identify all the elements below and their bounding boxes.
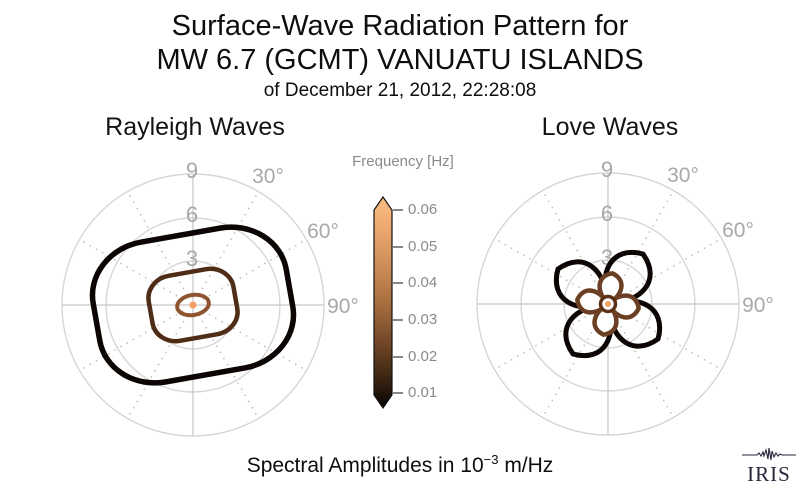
colorbar <box>373 196 403 410</box>
rayleigh-contour-001hz <box>89 224 297 386</box>
rayleigh-atick-60: 60° <box>307 220 339 243</box>
colorbar-tick-004: 0.04 <box>408 274 438 291</box>
caption-suffix: m/Hz <box>498 454 554 477</box>
rayleigh-panel-title: Rayleigh Waves <box>105 113 285 141</box>
colorbar-tick-006: 0.06 <box>408 201 438 218</box>
rayleigh-rtick-9: 9 <box>186 158 198 183</box>
love-rtick-6: 6 <box>601 201 613 226</box>
colorbar-tick-marks <box>393 209 403 394</box>
love-panel-title: Love Waves <box>541 113 679 141</box>
rayleigh-grid-spokes <box>78 190 308 420</box>
rayleigh-contours <box>89 224 297 386</box>
caption-exponent: −3 <box>483 452 499 467</box>
rayleigh-rtick-3: 3 <box>186 246 198 271</box>
colorbar-title: Frequency [Hz] <box>352 153 454 170</box>
seismogram-icon <box>742 447 796 461</box>
love-grid-spokes <box>493 189 723 419</box>
iris-logo-text: IRIS <box>747 462 791 486</box>
figure-title-line2: MW 6.7 (GCMT) VANUATU ISLANDS <box>156 44 644 76</box>
love-rtick-9: 9 <box>601 157 613 182</box>
rayleigh-polar-plot: 9 6 3 30° 60° 90° <box>61 158 359 437</box>
love-atick-30: 30° <box>667 164 699 187</box>
rayleigh-atick-30: 30° <box>252 165 284 188</box>
colorbar-tick-001: 0.01 <box>408 384 438 401</box>
love-contour-006hz-dot <box>605 301 611 307</box>
caption-base: 10 <box>460 454 484 477</box>
figure-title-line1: Surface-Wave Radiation Pattern for <box>171 10 629 42</box>
love-atick-60: 60° <box>722 219 754 242</box>
colorbar-tick-002: 0.02 <box>408 348 438 365</box>
rayleigh-contour-002hz <box>146 266 240 344</box>
caption-prefix: Spectral Amplitudes in <box>246 454 461 477</box>
colorbar-gradient-bar <box>373 196 393 410</box>
love-polar-plot: 9 6 3 30° 60° 90° <box>476 157 774 436</box>
rayleigh-atick-90: 90° <box>327 295 359 318</box>
colorbar-tick-003: 0.03 <box>408 311 438 328</box>
figure-title-date: of December 21, 2012, 22:28:08 <box>263 80 537 101</box>
rayleigh-rtick-6: 6 <box>186 202 198 227</box>
caption: Spectral Amplitudes in 10−3 m/Hz <box>180 452 620 478</box>
colorbar-tick-005: 0.05 <box>408 238 438 255</box>
rayleigh-contour-004hz <box>175 292 211 318</box>
love-atick-90: 90° <box>742 294 774 317</box>
rayleigh-contour-006hz-dot <box>189 301 197 309</box>
iris-logo: IRIS <box>739 447 799 486</box>
